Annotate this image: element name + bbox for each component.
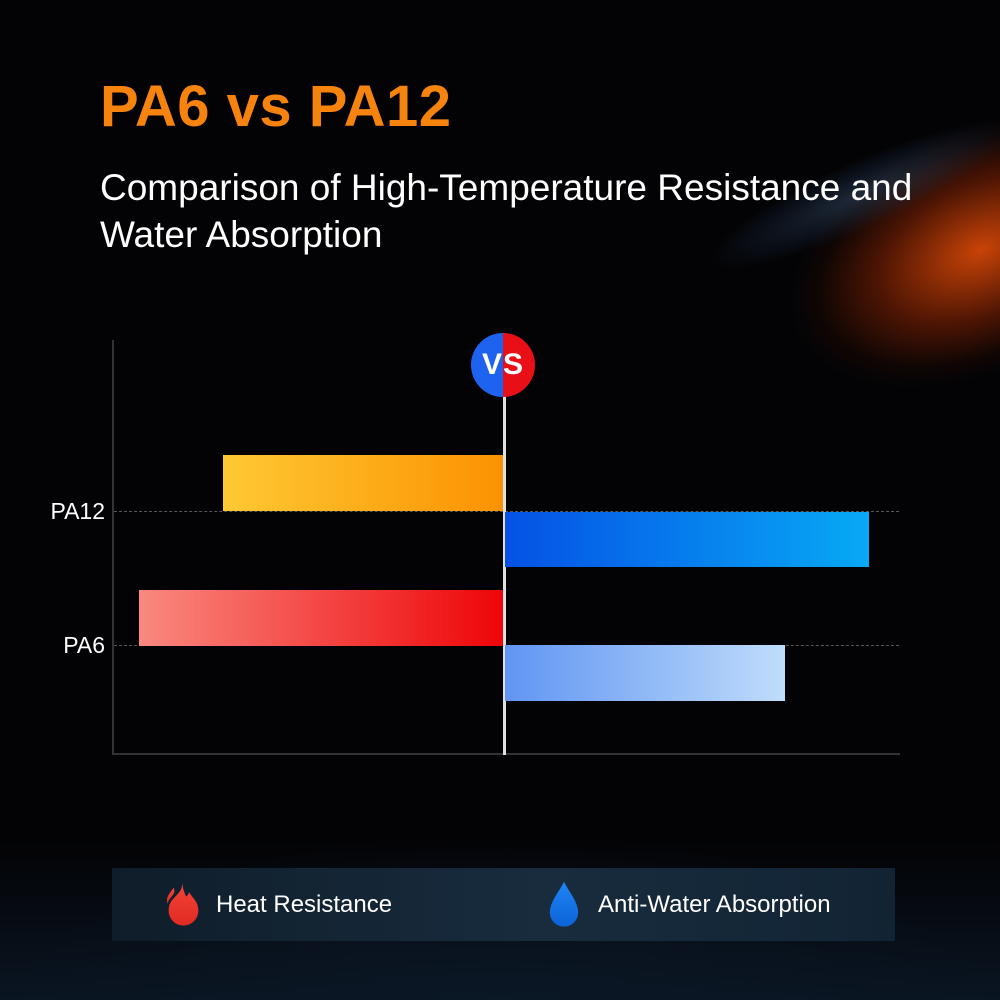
- page-title: PA6 vs PA12: [100, 74, 452, 139]
- legend-item-heat-resistance: Heat Resistance: [158, 868, 392, 941]
- legend-item-anti-water-absorption: Anti-Water Absorption: [544, 868, 831, 941]
- chart-center-axis-line: [503, 360, 506, 755]
- bar-pa6-heat-resistance: [139, 590, 503, 646]
- vs-badge-label: VS: [481, 348, 525, 381]
- category-label-pa12: PA12: [50, 498, 105, 524]
- header: PA6 vs PA12 Comparison of High-Temperatu…: [100, 78, 930, 258]
- category-label-pa6: PA6: [63, 632, 105, 658]
- comparison-bar-chart: [112, 340, 900, 755]
- bar-pa6-anti-water-absorption: [505, 645, 785, 701]
- gridline-pa12: [114, 511, 899, 512]
- water-drop-icon: [544, 880, 584, 930]
- legend-label-heat-resistance: Heat Resistance: [216, 890, 393, 918]
- legend-panel: Heat Resistance Anti-Water Absorption: [112, 868, 895, 941]
- bar-pa12-heat-resistance: [223, 455, 503, 511]
- page-subtitle: Comparison of High-Temperature Resistanc…: [100, 167, 913, 255]
- flame-icon: [158, 879, 202, 931]
- bar-pa12-anti-water-absorption: [505, 512, 869, 567]
- vs-badge: VS: [471, 333, 535, 397]
- legend-label-anti-water-absorption: Anti-Water Absorption: [598, 890, 831, 918]
